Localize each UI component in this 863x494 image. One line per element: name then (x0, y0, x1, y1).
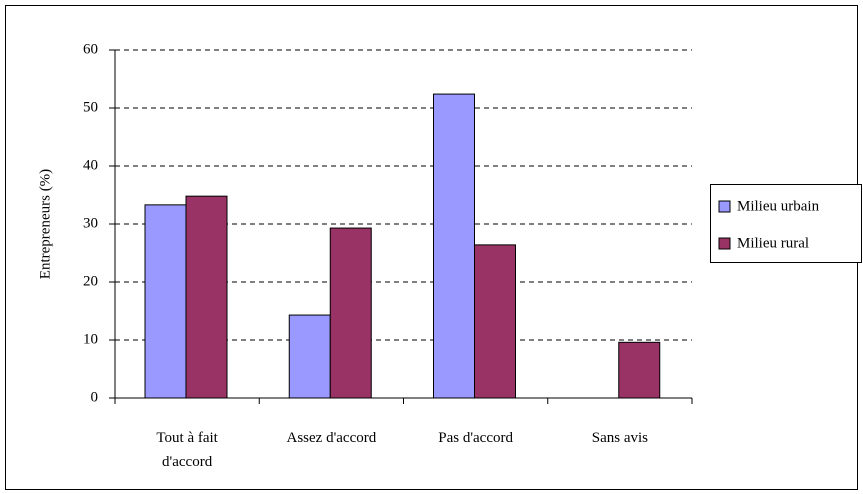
bar (144, 204, 187, 399)
y-tick-label: 0 (91, 389, 99, 405)
x-tick-label: Pas d'accord (438, 430, 513, 446)
legend-label: Milieu urbain (737, 198, 820, 214)
y-axis-title: Entrepreneurs (%) (37, 169, 53, 279)
legend-label: Milieu rural (737, 235, 809, 251)
bar (329, 227, 372, 399)
bar (618, 341, 661, 399)
x-tick-label: Assez d'accord (286, 430, 377, 446)
legend-box (710, 184, 862, 263)
y-tick-label: 40 (83, 157, 98, 173)
x-tick-label: Tout à fait d'accord (156, 430, 218, 470)
y-tick-label: 30 (83, 215, 98, 231)
x-tick-label: Sans avis (591, 430, 648, 446)
y-tick-label: 10 (83, 331, 98, 347)
y-tick-label: 20 (83, 273, 98, 289)
bar (185, 195, 228, 399)
bar (433, 93, 475, 399)
legend-swatch (718, 237, 731, 250)
y-tick-label: 60 (83, 41, 98, 57)
y-tick-label: 50 (83, 99, 98, 115)
bar (288, 314, 331, 399)
bar (474, 244, 516, 399)
legend-swatch (718, 200, 731, 213)
